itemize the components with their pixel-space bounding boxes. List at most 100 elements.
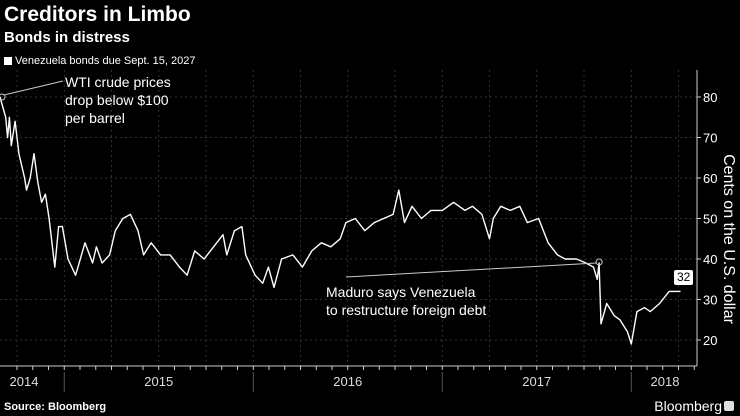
x-tick-label: 2015 <box>144 374 173 389</box>
data-point <box>593 266 594 268</box>
data-point <box>636 311 638 313</box>
data-point <box>29 177 31 179</box>
data-point <box>61 226 63 228</box>
data-point <box>489 238 490 240</box>
data-point <box>37 181 39 183</box>
data-point <box>254 274 256 276</box>
data-point <box>75 274 76 276</box>
data-point <box>281 258 283 260</box>
annotation-marker <box>595 258 603 266</box>
data-point <box>345 222 347 223</box>
data-point <box>557 254 558 256</box>
data-point <box>186 274 188 276</box>
data-point <box>84 242 86 244</box>
annotation-line: WTI crude prices <box>65 74 171 90</box>
legend-label: Venezuela bonds due Sept. 15, 2027 <box>15 55 196 67</box>
chart-subtitle: Bonds in distress <box>4 29 130 46</box>
data-point <box>160 254 162 256</box>
annotation-line: per barrel <box>65 110 125 126</box>
data-point <box>292 254 294 256</box>
data-point <box>404 222 405 223</box>
data-point <box>421 218 422 219</box>
data-point <box>619 319 621 321</box>
last-value-badge: 32 <box>674 270 694 285</box>
data-point <box>150 242 152 244</box>
data-point <box>596 278 598 280</box>
data-point <box>5 116 7 118</box>
y-tick-label: 20 <box>703 333 717 348</box>
data-point <box>143 254 145 256</box>
data-point <box>14 120 16 122</box>
y-tick-label: 30 <box>703 293 717 308</box>
data-point <box>472 205 473 207</box>
data-point <box>649 311 651 313</box>
data-point <box>10 145 12 147</box>
x-tick-label: 2018 <box>651 374 680 389</box>
data-point <box>464 210 466 211</box>
data-point <box>26 189 27 191</box>
data-point <box>233 230 235 232</box>
brand-logo: Bloomberg <box>654 398 722 414</box>
source-note: Source: Bloomberg <box>4 401 107 413</box>
data-point <box>54 266 56 268</box>
data-point <box>538 218 540 219</box>
data-point <box>441 210 443 211</box>
data-point <box>383 218 385 219</box>
annotation-leader <box>345 262 597 278</box>
data-point <box>179 266 180 268</box>
data-point <box>241 226 243 228</box>
data-point <box>481 214 483 215</box>
data-point <box>194 250 196 252</box>
annotation-wti: WTI crude prices drop below $100 per bar… <box>65 73 171 127</box>
data-point <box>18 153 20 155</box>
y-tick-label: 40 <box>703 252 717 267</box>
data-point <box>430 210 432 211</box>
x-tick-label: 2014 <box>10 374 39 389</box>
y-axis-title: Cents on the U.S. dollar <box>720 154 737 324</box>
data-point <box>48 218 50 219</box>
data-point <box>644 307 645 308</box>
data-point <box>320 242 322 244</box>
data-point <box>302 266 303 268</box>
data-point <box>680 291 681 292</box>
data-point <box>398 189 400 191</box>
y-tick-label: 60 <box>703 171 717 186</box>
data-point <box>95 246 97 248</box>
data-point <box>7 137 8 138</box>
data-point <box>500 205 502 207</box>
annotation-leader <box>3 80 64 96</box>
data-point <box>92 262 94 264</box>
y-tick-label: 70 <box>703 131 717 146</box>
legend: Venezuela bonds due Sept. 15, 2027 <box>4 55 195 67</box>
annotation-marker <box>0 93 6 101</box>
data-point <box>226 254 228 256</box>
data-point <box>630 343 632 345</box>
data-point <box>262 282 264 284</box>
data-point <box>373 222 375 223</box>
data-point <box>509 210 511 211</box>
y-tick-label: 80 <box>703 90 717 105</box>
data-point <box>114 230 116 232</box>
data-point <box>101 262 103 264</box>
data-point <box>411 205 413 207</box>
data-point <box>67 258 69 260</box>
data-point <box>137 230 139 232</box>
data-point <box>627 331 628 333</box>
data-point <box>606 303 608 304</box>
x-tick-label: 2017 <box>522 374 551 389</box>
data-point <box>339 238 341 240</box>
data-point <box>24 177 25 179</box>
data-point <box>41 201 42 203</box>
data-point <box>668 291 670 292</box>
data-point <box>33 153 35 155</box>
data-point <box>109 254 111 256</box>
data-point <box>598 262 600 264</box>
bloomberg-icon <box>724 401 734 411</box>
data-point <box>576 258 577 260</box>
data-point <box>122 218 124 219</box>
data-point <box>9 116 10 118</box>
annotation-maduro: Maduro says Venezuela to restructure for… <box>326 283 486 319</box>
data-point <box>169 254 171 256</box>
annotation-line: Maduro says Venezuela <box>326 284 476 300</box>
